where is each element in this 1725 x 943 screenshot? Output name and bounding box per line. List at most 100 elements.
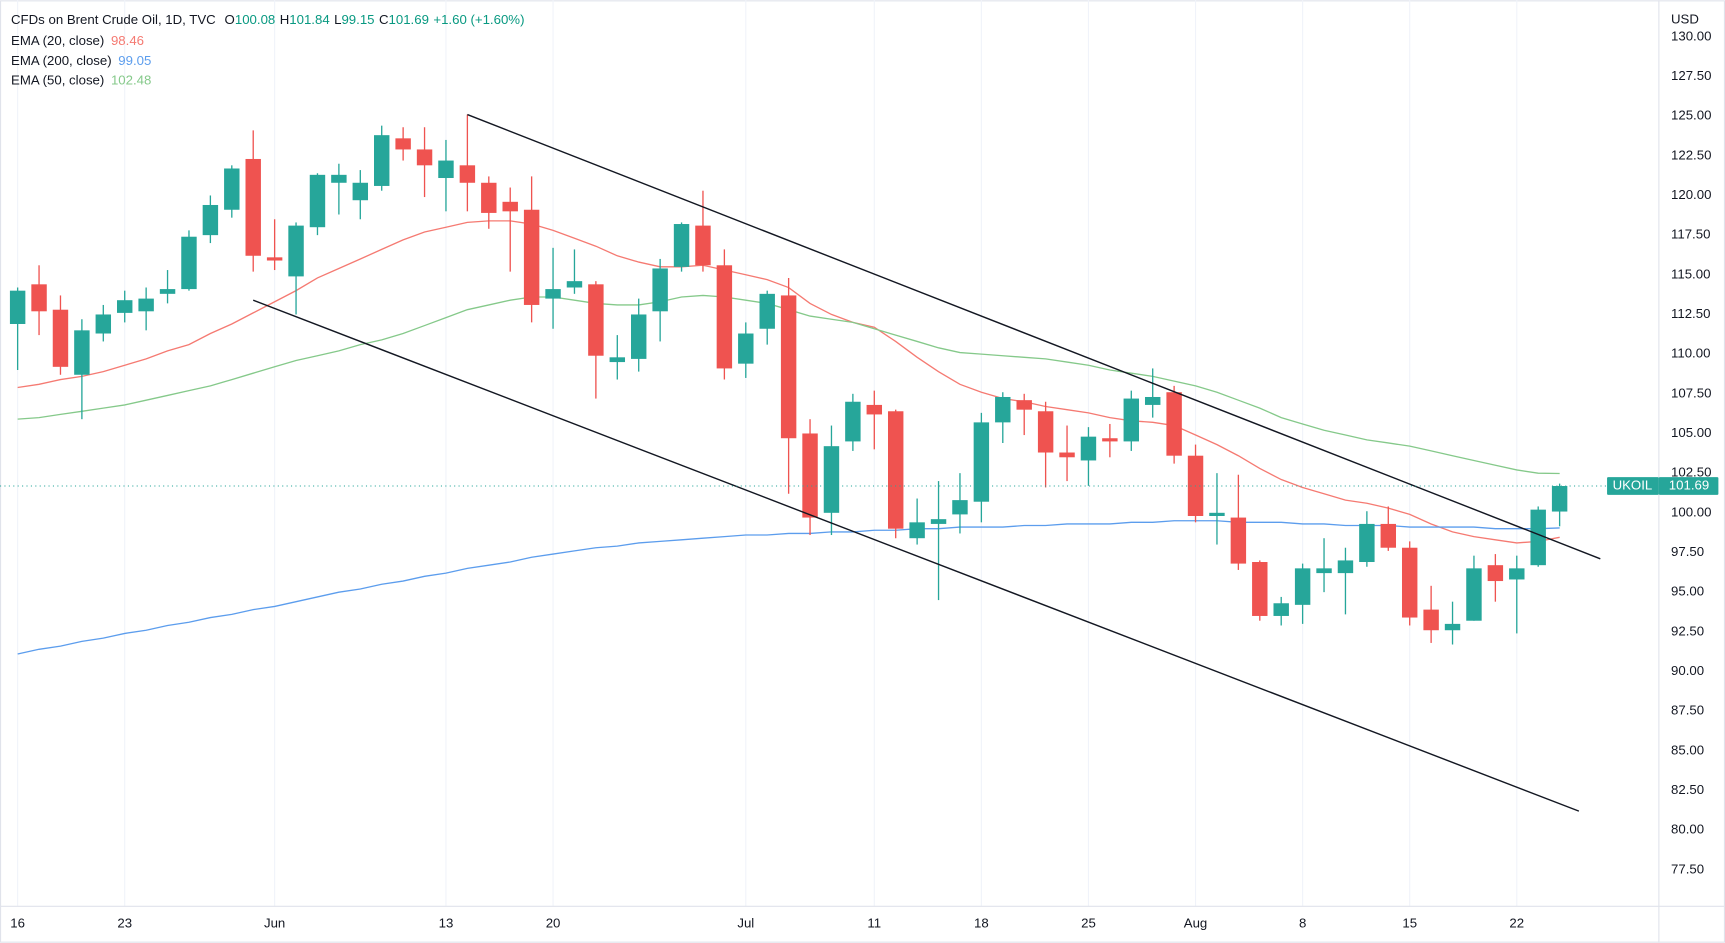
indicator-legend: EMA (50, close) 102.48	[11, 72, 151, 87]
candle-body	[523, 209, 540, 305]
candle-body	[288, 225, 304, 277]
candle-body	[952, 500, 968, 515]
ema-line	[17, 520, 1560, 655]
y-tick-label: 107.50	[1671, 385, 1711, 400]
x-tick-label: 22	[1509, 915, 1524, 930]
candle-body	[588, 284, 604, 356]
candle-body	[1294, 568, 1311, 605]
indicator-legend: EMA (20, close) 98.46	[11, 33, 144, 48]
ohlc-value: 99.15	[341, 12, 374, 27]
candle-body	[266, 257, 283, 261]
candle-body	[1059, 452, 1075, 458]
currency: USD	[1671, 12, 1699, 27]
candle-body	[738, 333, 754, 364]
candle-body	[823, 446, 840, 513]
candle-body	[74, 330, 90, 375]
x-tick-label: 23	[117, 915, 132, 930]
ohlc-letter: H	[280, 12, 290, 27]
legend: CFDs on Brent Crude Oil, 1D, TVC O100.08 H…	[11, 12, 524, 88]
y-tick-label: 80.00	[1671, 822, 1704, 837]
candle-body	[887, 411, 904, 529]
candle-body	[1273, 603, 1289, 616]
y-tick-label: 92.50	[1671, 623, 1704, 638]
candle-body	[995, 396, 1011, 423]
candle-body	[1123, 398, 1140, 442]
ohlc-value: 101.69	[389, 12, 429, 27]
y-tick-label: 95.00	[1671, 584, 1704, 599]
candle-body	[1509, 568, 1525, 580]
trendline	[467, 113, 1601, 560]
candle-body	[1359, 523, 1375, 563]
indicator-name: EMA (200, close)	[11, 52, 112, 67]
y-tick-label: 85.00	[1671, 742, 1704, 757]
candle-body	[1401, 547, 1418, 618]
y-tick-label: 100.00	[1671, 504, 1711, 519]
candle-body	[1230, 517, 1247, 564]
candle-body	[502, 201, 518, 212]
y-tick-label: 97.50	[1671, 544, 1704, 559]
y-tick-label: 82.50	[1671, 782, 1704, 797]
candle-body	[866, 404, 883, 415]
candle-body	[652, 268, 668, 312]
ohlc-letter: C	[379, 12, 389, 27]
y-tick-label: 117.50	[1671, 227, 1710, 242]
y-tick-label: 122.50	[1671, 147, 1711, 162]
candle-body	[909, 522, 925, 539]
y-tick-label: 110.00	[1671, 346, 1710, 361]
axes: 77.50 80.00 82.50 85.00 87.50 90.00 92.50 95.00…	[10, 28, 1719, 930]
candle-body	[716, 265, 733, 369]
symbol-label: UKOIL	[1613, 478, 1653, 493]
candle-body	[224, 168, 240, 210]
candle-body	[459, 165, 476, 183]
candle-body	[630, 314, 647, 359]
y-tick-label: 112.50	[1671, 306, 1710, 321]
candle-body	[673, 224, 690, 267]
x-tick-label: 16	[10, 915, 25, 930]
candle-body	[1144, 396, 1161, 405]
candle-body	[695, 225, 711, 266]
candle-body	[245, 158, 261, 256]
candle-body	[1337, 560, 1354, 574]
grid	[17, 0, 1518, 907]
indicator-value: 99.05	[118, 52, 151, 67]
candle-body	[1252, 562, 1268, 616]
plot	[0, 113, 1659, 812]
y-tick-label: 87.50	[1671, 703, 1704, 718]
candle-body	[95, 314, 112, 334]
y-tick-label: 115.00	[1671, 266, 1710, 281]
candle-body	[309, 174, 326, 228]
x-tick-label: 8	[1299, 915, 1306, 930]
candle-body	[1102, 438, 1118, 442]
candle-body	[1037, 411, 1054, 453]
header: CFDs on Brent Crude Oil, 1D, TVC O100.08 H…	[11, 12, 524, 27]
y-tick-label: 90.00	[1671, 663, 1704, 678]
x-tick-label: Jun	[264, 915, 285, 930]
candle-body	[416, 149, 433, 166]
x-tick-label: 11	[867, 915, 881, 930]
change-value: +1.60 (+1.60%)	[433, 12, 524, 27]
trendline	[252, 299, 1580, 812]
candle-body	[1444, 623, 1461, 631]
indicator-value: 98.46	[111, 33, 144, 48]
y-tick-label: 130.00	[1671, 28, 1711, 43]
indicator-name: EMA (50, close)	[11, 72, 104, 87]
candle-body	[1166, 392, 1182, 456]
candle-body	[202, 204, 219, 236]
y-tick-label: 77.50	[1671, 861, 1704, 876]
candle-body	[845, 401, 861, 442]
symbol-title: CFDs on Brent Crude Oil, 1D, TVC	[11, 12, 216, 27]
candle-body	[1423, 609, 1439, 631]
candle-body	[1080, 436, 1097, 461]
candle-body	[117, 300, 133, 313]
candle-body	[181, 236, 197, 290]
y-tick-label: 125.00	[1671, 108, 1711, 123]
ohlc-letter: O	[225, 12, 235, 27]
candle-body	[1316, 568, 1332, 574]
y-tick-label: 105.00	[1671, 425, 1711, 440]
candle-body	[759, 293, 775, 329]
ohlc-letter: L	[334, 12, 341, 27]
candle-body	[1551, 486, 1568, 512]
y-tick-label: 127.50	[1671, 68, 1711, 83]
x-tick-label: Jul	[737, 915, 754, 930]
